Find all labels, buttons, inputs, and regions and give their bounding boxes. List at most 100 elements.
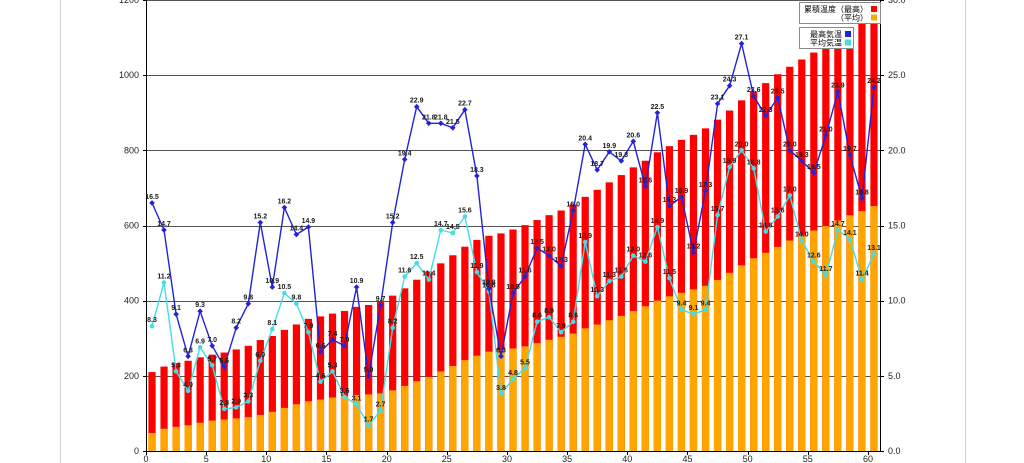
avg-temp-point	[306, 329, 311, 335]
y2-tick-label: 0.0	[888, 446, 901, 456]
bar-cumulative-avg	[328, 397, 337, 451]
bar-cumulative-avg	[545, 339, 553, 451]
avg-temp-point	[739, 148, 744, 153]
bar-cumulative-avg	[352, 395, 361, 451]
legend-label-cumulative-max: 累積温度（最高）	[804, 4, 868, 14]
avg-temp-point	[534, 319, 540, 325]
max-temp-label: 19.4	[398, 150, 412, 157]
bar-cumulative-avg	[774, 246, 782, 451]
max-temp-label: 20.6	[626, 132, 640, 139]
legend-label-cumulative-avg: （平均）	[836, 13, 868, 23]
max-temp-point	[787, 147, 793, 154]
bar-cumulative-avg	[725, 272, 734, 451]
avg-temp-point	[354, 402, 359, 407]
max-temp-point	[702, 188, 709, 194]
avg-temp-label: 15.6	[771, 208, 785, 215]
avg-temp-point	[474, 269, 480, 275]
legend-cumulative: 累積温度（最高） （平均）	[799, 2, 881, 24]
bar-cumulative-avg	[689, 289, 698, 451]
bar-cumulative-avg	[184, 425, 192, 451]
max-temp-point	[558, 263, 564, 269]
x-tick-label: 20	[382, 454, 392, 463]
avg-temp-point	[570, 319, 576, 325]
bar-cumulative-max	[425, 271, 433, 451]
legend-label-max-temp: 最高気温	[810, 29, 842, 39]
avg-temp-point	[558, 329, 564, 335]
max-temp-point	[173, 311, 179, 317]
bar-cumulative-avg	[148, 432, 156, 451]
avg-temp-point	[161, 280, 167, 285]
avg-temp-point	[209, 363, 215, 368]
max-temp-point	[594, 167, 600, 173]
x-tick-label: 35	[562, 454, 572, 463]
bar-cumulative-max	[256, 340, 264, 451]
max-temp-label: 8.2	[231, 319, 241, 326]
avg-temp-point	[691, 311, 696, 317]
avg-temp-label: 8.6	[568, 313, 578, 320]
x-tick-label: 45	[682, 454, 692, 463]
avg-temp-point	[233, 405, 239, 410]
avg-temp-point	[643, 259, 648, 264]
avg-temp-point	[727, 164, 732, 170]
bar-cumulative-max	[509, 229, 517, 451]
bar-cumulative-max	[413, 279, 421, 451]
avg-temp-point	[510, 376, 516, 382]
max-temp-label: 22.9	[410, 98, 424, 105]
avg-temp-label: 13.1	[867, 245, 881, 252]
bar-cumulative-avg	[834, 220, 842, 451]
max-temp-label: 10.9	[265, 278, 279, 285]
max-temp-label: 5.6	[219, 358, 229, 365]
avg-temp-label: 10.6	[482, 283, 496, 290]
max-temp-point	[678, 194, 685, 200]
legend-label-avg-temp: 平均気温	[810, 38, 842, 48]
avg-temp-label: 5.7	[207, 356, 217, 363]
y-tick-label: 1000	[119, 70, 139, 80]
bar-cumulative-avg	[268, 411, 276, 451]
y2-tick-label: 30.0	[888, 0, 906, 5]
bar-cumulative-max	[401, 288, 409, 451]
avg-temp-point	[799, 238, 805, 243]
max-temp-point	[329, 337, 336, 343]
bar-cumulative-max	[208, 354, 216, 451]
avg-temp-point	[342, 394, 347, 400]
bar-cumulative-max	[292, 324, 301, 451]
bar-cumulative-max	[533, 220, 541, 451]
avg-temp-label: 2.7	[376, 401, 386, 408]
max-temp-label: 22.5	[651, 104, 665, 111]
bar-cumulative-avg	[208, 420, 216, 451]
bar-cumulative-avg	[244, 417, 252, 451]
y-tick-label: 0	[134, 446, 139, 456]
bar-cumulative-max	[569, 204, 577, 451]
max-temp-point	[389, 219, 396, 226]
axes	[143, 0, 884, 455]
avg-temp-label: 3.3	[243, 392, 253, 399]
bar-cumulative-avg	[870, 206, 878, 451]
max-temp-point	[762, 113, 769, 119]
max-temp-label: 6.6	[316, 343, 326, 350]
max-temp-point	[341, 343, 348, 349]
bar-cumulative-max	[485, 235, 493, 451]
bar-cumulative-avg	[485, 351, 493, 451]
max-temp-label: 19.3	[614, 152, 628, 159]
avg-temp-label: 4.0	[183, 382, 193, 389]
bar-cumulative-avg	[653, 300, 661, 451]
bar-cumulative-max	[449, 255, 457, 451]
avg-temp-point	[787, 193, 793, 198]
bar-cumulative-avg	[389, 390, 397, 451]
avg-temp-point	[462, 214, 468, 219]
bar-cumulative-max	[280, 329, 288, 451]
bar-cumulative-max	[160, 366, 168, 451]
max-temp-point	[281, 204, 288, 211]
avg-temp-label: 12.5	[410, 254, 424, 261]
max-temp-label: 27.1	[735, 35, 749, 42]
bar-cumulative-max	[148, 372, 156, 451]
avg-temp-point	[318, 379, 323, 385]
avg-temp-point	[679, 307, 684, 313]
avg-temp-label: 18.8	[747, 159, 761, 166]
max-temp-point	[438, 120, 444, 127]
bar-cumulative-max	[220, 352, 228, 451]
max-temp-label: 20.4	[578, 135, 592, 142]
max-temp-point	[726, 82, 733, 89]
max-temp-label: 18.3	[470, 167, 484, 174]
max-temp-label: 7.0	[340, 337, 350, 344]
